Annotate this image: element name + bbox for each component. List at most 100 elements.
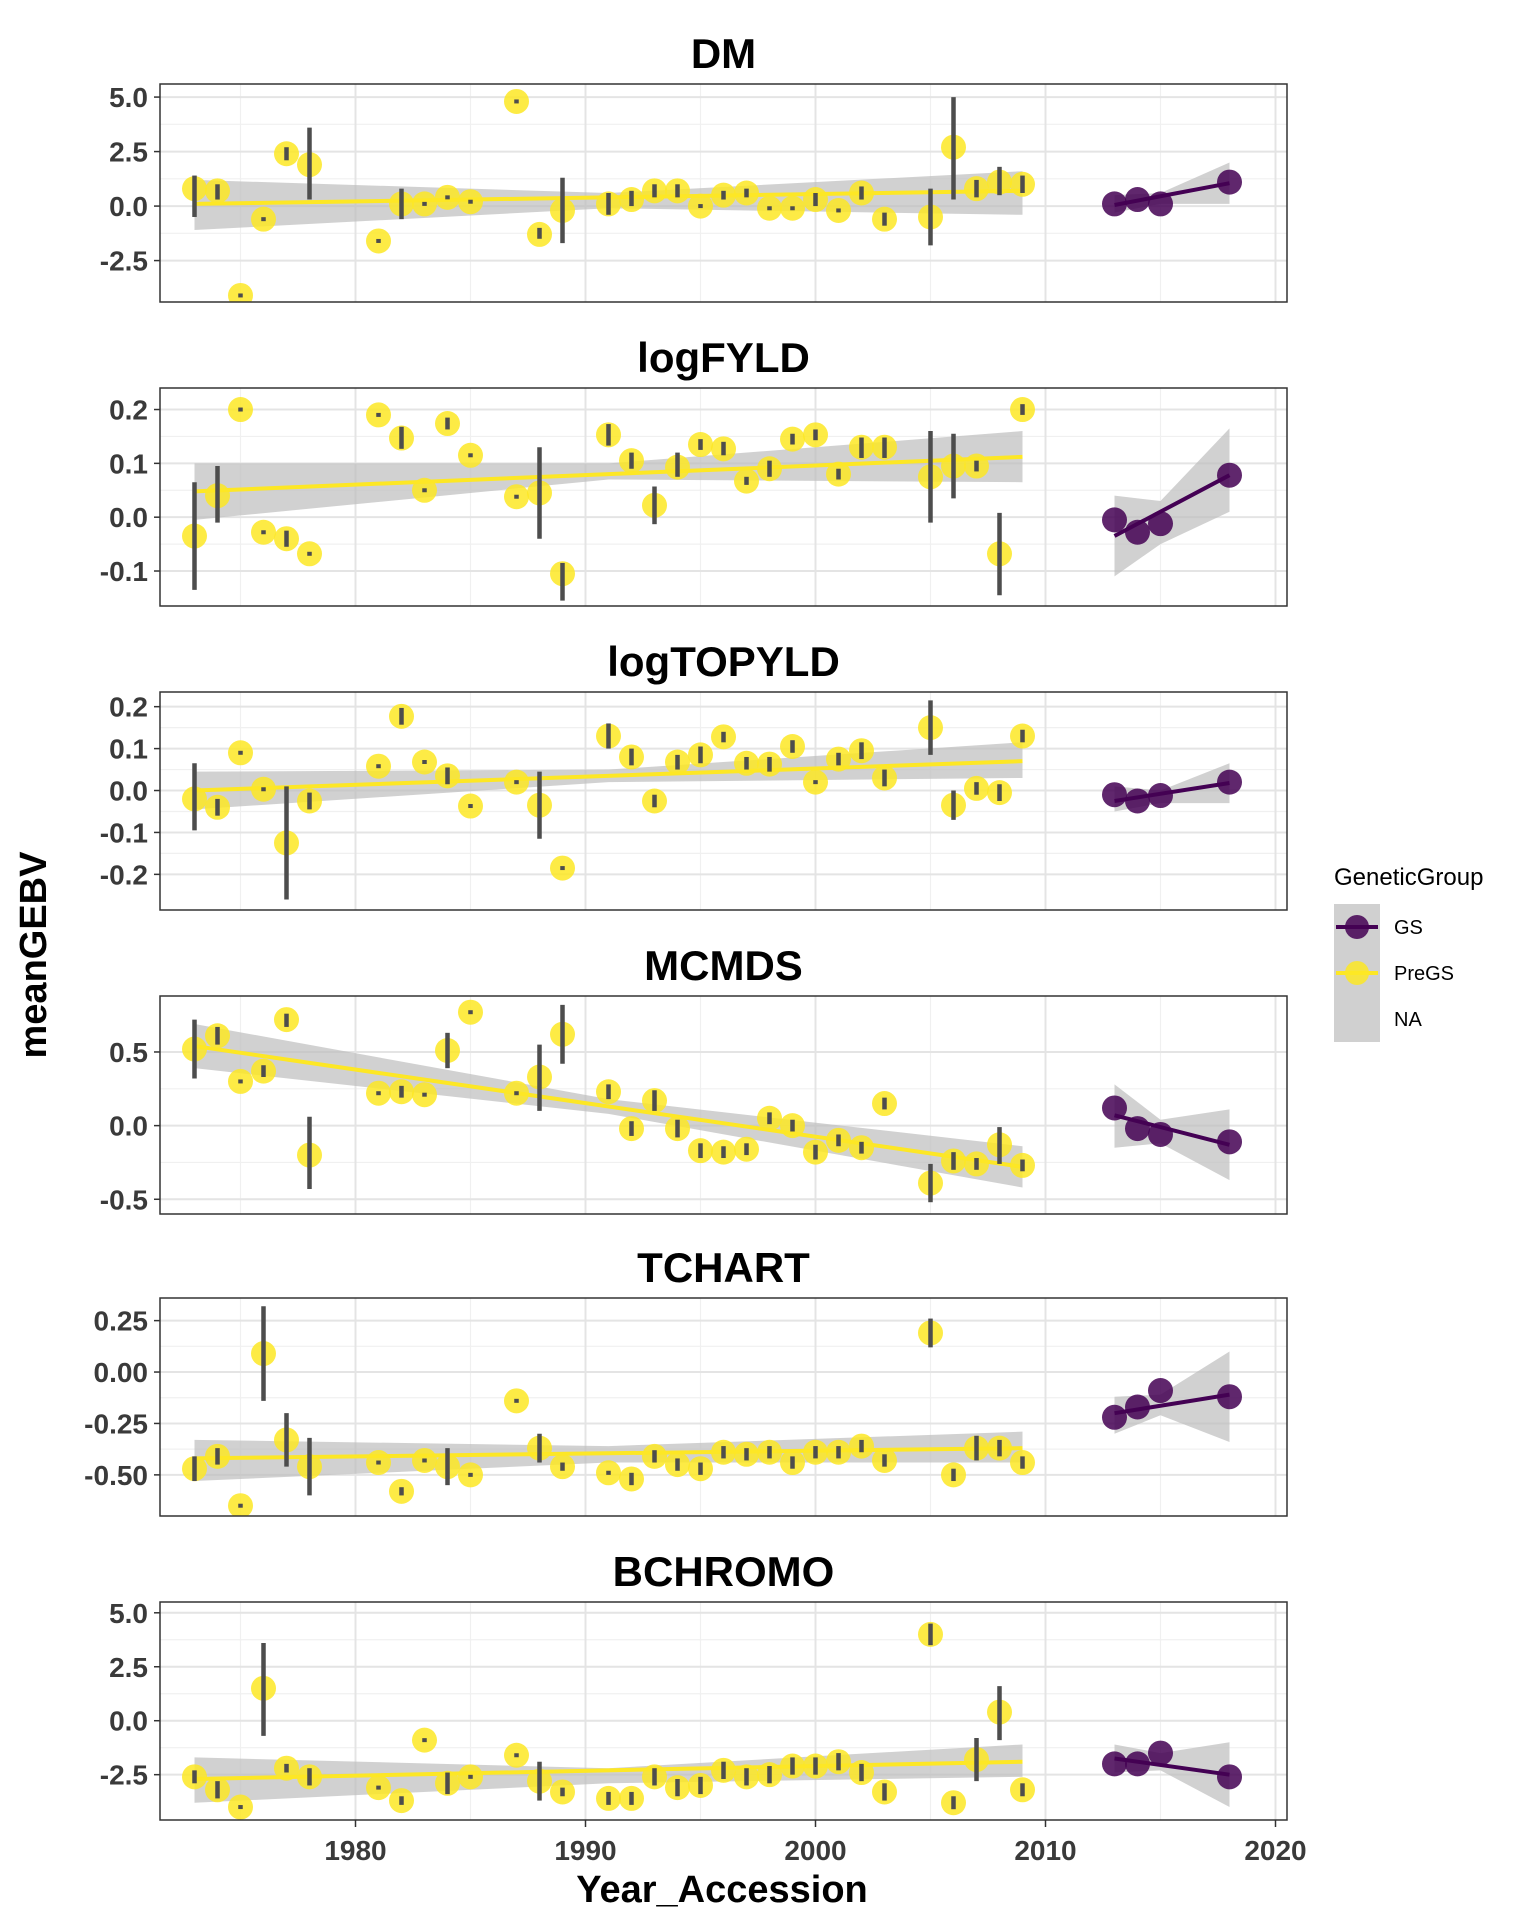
panel-mcmds: MCMDS 0.5 0.0 -0.5 <box>100 942 1288 1215</box>
y-tick-label: 0.2 <box>109 692 148 723</box>
gs-point <box>1148 1378 1173 1404</box>
panel-border <box>159 1297 1288 1517</box>
panel-border <box>159 387 1288 607</box>
panel-title: BCHROMO <box>613 1548 835 1595</box>
y-tick-label: 0.00 <box>94 1357 149 1388</box>
y-axis: 5.0 2.5 0.0 -2.5 <box>100 1598 160 1791</box>
legend: GeneticGroup GS PreGS NA <box>1334 864 1483 1042</box>
y-tick-label: -0.25 <box>84 1408 148 1439</box>
gs-point <box>1217 169 1242 195</box>
legend-key-pregs <box>1334 950 1380 996</box>
gs-point <box>1217 1129 1242 1155</box>
panel-title: DM <box>691 30 756 77</box>
y-tick-label: -0.50 <box>84 1460 148 1491</box>
gs-point <box>1148 1740 1173 1766</box>
panel-background <box>160 1298 1287 1516</box>
y-tick-label: -0.2 <box>100 859 148 890</box>
gs-point <box>1148 1121 1173 1147</box>
panel-title: logFYLD <box>637 334 810 381</box>
panel-border <box>159 1601 1288 1821</box>
y-axis: 0.2 0.1 0.0 -0.1 -0.2 <box>100 692 160 890</box>
gs-point <box>1102 1404 1127 1430</box>
y-tick-label: 0.25 <box>94 1306 149 1337</box>
panel-border <box>159 691 1288 911</box>
plot-area <box>182 700 1242 900</box>
y-tick-label: -0.5 <box>100 1184 148 1215</box>
gs-point <box>1217 769 1242 795</box>
gs-point <box>1102 507 1127 533</box>
gs-point <box>1125 1751 1150 1777</box>
gs-point <box>1125 1116 1150 1142</box>
y-tick-label: 2.5 <box>109 137 148 168</box>
y-tick-label: 5.0 <box>109 1598 148 1629</box>
plot-area <box>182 397 1242 601</box>
gs-point <box>1125 788 1150 814</box>
facet-panels: DM5.02.50.0-2.5logFYLD0.20.10.0-0.1logTO… <box>84 30 1288 1821</box>
panel-dm: DM 5.0 2.5 0.0 -2.5 <box>100 30 1288 303</box>
gs-point <box>1217 462 1242 488</box>
panel-title: logTOPYLD <box>607 638 840 685</box>
gs-point <box>1102 782 1127 808</box>
plot-area <box>182 1621 1242 1820</box>
panel-logtopyld: logTOPYLD 0.2 0.1 0.0 -0.1 -0.2 <box>100 638 1288 911</box>
x-tick-label: 1980 <box>324 1835 386 1866</box>
y-axis-title: meanGEBV <box>13 851 55 1059</box>
gs-point <box>1125 1394 1150 1420</box>
legend-key-gs-point <box>1345 915 1369 939</box>
pregs-trend-line <box>194 1759 1023 1781</box>
legend-key-gs <box>1334 904 1380 950</box>
legend-label-na: NA <box>1394 1009 1422 1031</box>
y-axis: 0.2 0.1 0.0 -0.1 <box>100 395 160 587</box>
gs-point <box>1217 1384 1242 1410</box>
legend-title: GeneticGroup <box>1334 864 1483 891</box>
y-axis: 0.5 0.0 -0.5 <box>100 1037 160 1215</box>
plot-area <box>182 88 1242 302</box>
pregs-point <box>228 282 253 302</box>
y-tick-label: 0.0 <box>109 1111 148 1142</box>
legend-key-pregs-point <box>1345 961 1369 985</box>
legend-label-pregs: PreGS <box>1394 963 1454 985</box>
gs-point <box>1148 783 1173 809</box>
x-axis: 1980 1990 2000 2010 2020 <box>324 1820 1307 1866</box>
panel-background <box>160 996 1287 1214</box>
x-axis-title: Year_Accession <box>576 1869 868 1911</box>
pregs-trend-line <box>194 759 1023 793</box>
y-tick-label: 0.0 <box>109 1706 148 1737</box>
y-tick-label: 0.1 <box>109 448 148 479</box>
pregs-trend-line <box>194 1044 1023 1169</box>
panel-title: TCHART <box>637 1244 810 1291</box>
gs-point <box>1102 1751 1127 1777</box>
panel-title: MCMDS <box>644 942 803 989</box>
gs-point <box>1102 191 1127 217</box>
y-axis: 0.25 0.00 -0.25 -0.50 <box>84 1306 160 1491</box>
plot-area <box>182 999 1242 1203</box>
x-tick-label: 2000 <box>784 1835 846 1866</box>
x-tick-label: 1990 <box>554 1835 616 1866</box>
y-tick-label: -2.5 <box>100 1760 148 1791</box>
gs-point <box>1148 191 1173 217</box>
gs-point <box>1125 519 1150 545</box>
plot-area <box>182 1306 1242 1516</box>
y-tick-label: 0.0 <box>109 191 148 222</box>
y-tick-label: -0.1 <box>100 556 148 587</box>
y-tick-label: 0.0 <box>109 776 148 807</box>
x-tick-label: 2020 <box>1244 1835 1306 1866</box>
gs-confidence-band <box>1114 1351 1230 1442</box>
pregs-trend-line <box>194 454 1023 494</box>
gs-point <box>1125 187 1150 213</box>
gs-point <box>1102 1095 1127 1121</box>
y-tick-label: -0.1 <box>100 817 148 848</box>
y-tick-label: -2.5 <box>100 246 148 277</box>
panel-border <box>159 83 1288 303</box>
y-tick-label: 2.5 <box>109 1652 148 1683</box>
gs-point <box>1148 511 1173 537</box>
y-axis: 5.0 2.5 0.0 -2.5 <box>100 82 160 277</box>
gs-point <box>1217 1764 1242 1790</box>
panel-bchromo: BCHROMO 5.0 2.5 0.0 -2.5 <box>100 1548 1288 1821</box>
y-tick-label: 0.1 <box>109 734 148 765</box>
panel-tchart: TCHART 0.25 0.00 -0.25 -0.50 <box>84 1244 1288 1517</box>
panel-border <box>159 995 1288 1215</box>
legend-label-gs: GS <box>1394 917 1423 939</box>
legend-key-na <box>1334 996 1380 1042</box>
